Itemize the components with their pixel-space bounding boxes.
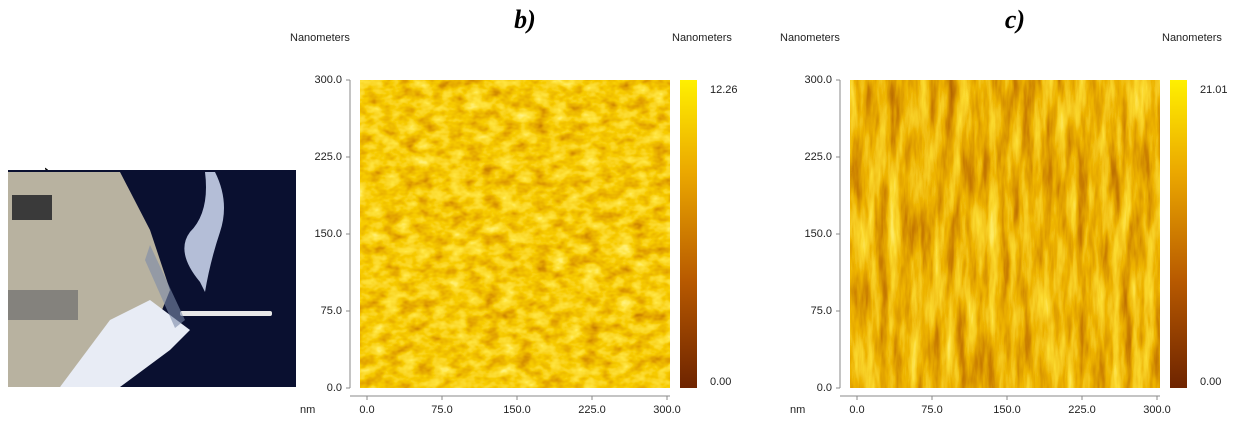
afm-image: [850, 80, 1160, 388]
colorbar: [1170, 80, 1187, 388]
x-tick-label: 300.0: [1143, 404, 1171, 416]
afm-image: [360, 80, 670, 388]
axis-unit: Nanometers: [780, 32, 840, 44]
axis-unit: Nanometers: [290, 32, 350, 44]
y-tick-label: 225.0: [804, 151, 832, 163]
x-tick-label: 150.0: [503, 404, 531, 416]
photo: [8, 170, 296, 387]
colorbar-min: 0.00: [1200, 376, 1221, 388]
panel-label: c): [1005, 5, 1025, 34]
colorbar-min: 0.00: [710, 376, 731, 388]
x-tick-label: 150.0: [993, 404, 1021, 416]
x-tick-label: 75.0: [431, 404, 452, 416]
y-tick-label: 300.0: [314, 74, 342, 86]
colorbar-max: 12.26: [710, 84, 738, 96]
x-unit: nm: [790, 404, 805, 416]
x-tick-label: 75.0: [921, 404, 942, 416]
y-tick-label: 75.0: [321, 305, 342, 317]
colorbar-max: 21.01: [1200, 84, 1228, 96]
y-tick-label: 0.0: [327, 382, 342, 394]
x-tick-label: 225.0: [1068, 404, 1096, 416]
colorbar-unit: Nanometers: [672, 32, 732, 44]
y-tick-label: 150.0: [804, 228, 832, 240]
y-tick-label: 150.0: [314, 228, 342, 240]
x-tick-label: 0.0: [849, 404, 864, 416]
x-tick-label: 225.0: [578, 404, 606, 416]
y-tick-label: 300.0: [804, 74, 832, 86]
x-unit: nm: [300, 404, 315, 416]
y-tick-label: 0.0: [817, 382, 832, 394]
colorbar: [680, 80, 697, 388]
colorbar-unit: Nanometers: [1162, 32, 1222, 44]
x-tick-label: 300.0: [653, 404, 681, 416]
x-tick-label: 0.0: [359, 404, 374, 416]
panel-label: b): [514, 5, 536, 34]
y-tick-label: 75.0: [811, 305, 832, 317]
y-tick-label: 225.0: [314, 151, 342, 163]
